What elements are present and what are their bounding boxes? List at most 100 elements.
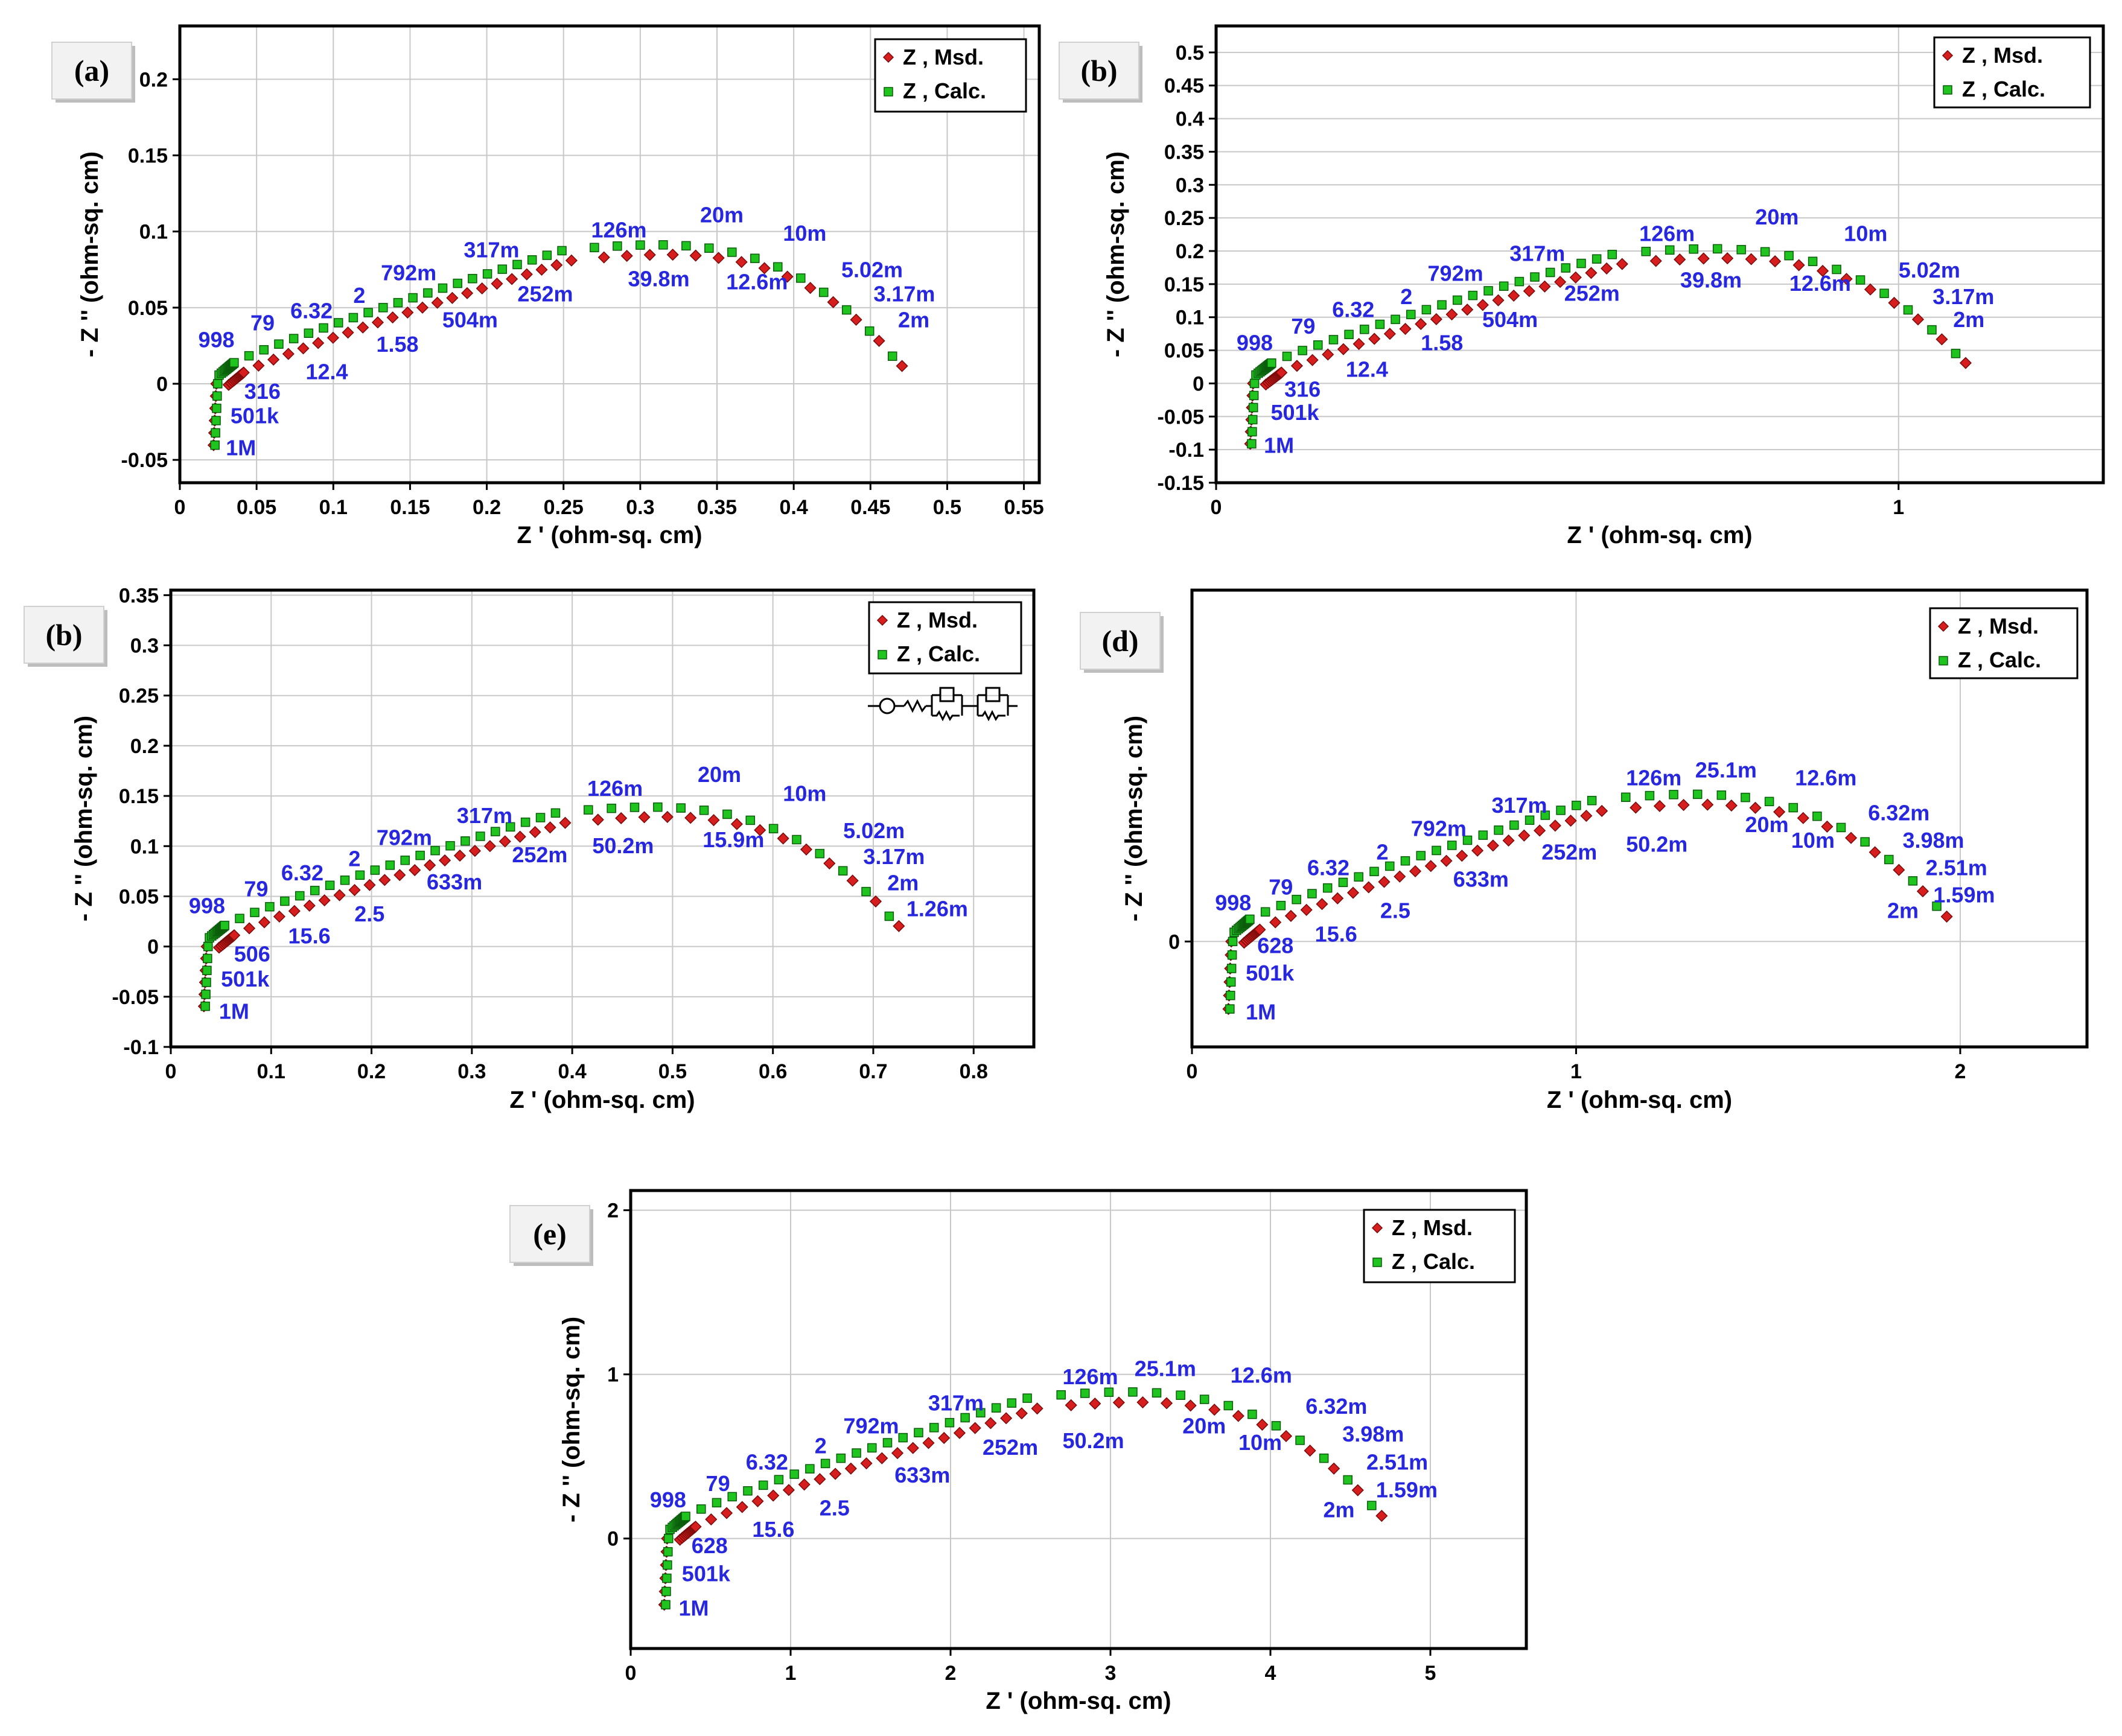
panel-badge [1059, 42, 1139, 100]
plot-frame [1190, 588, 2089, 1049]
measured-point [1375, 1510, 1388, 1522]
measured-point [342, 326, 354, 339]
calculated-point [250, 908, 260, 917]
chart-panel-1: 0 0.05 0.1 0.15 0.2 0.25 0.3 0.35 0.4 0.45 0.5 0.55… [51, 24, 1044, 548]
legend-box [1933, 36, 2091, 109]
calculated-point [1645, 790, 1655, 801]
calculated-point [1226, 977, 1236, 987]
calculated-point [1689, 244, 1698, 254]
frequency-label: 792m [381, 260, 436, 285]
calculated-point [1951, 349, 1961, 358]
calculated-point [852, 1448, 861, 1458]
measured-point [514, 830, 526, 843]
calculated-point [1576, 258, 1586, 269]
measured-point [860, 1457, 873, 1470]
calculated-point [520, 817, 530, 827]
frequency-label: 5.02m [843, 818, 905, 843]
y-tick-label: 0 [156, 373, 168, 396]
x-tick-label: 0.55 [1004, 496, 1043, 519]
calculated-point [768, 824, 779, 833]
measured-point [1549, 819, 1561, 832]
frequency-label: 20m [698, 762, 741, 787]
measured-point [468, 845, 481, 857]
calculated-point [363, 308, 373, 317]
calculated-point [423, 288, 433, 298]
calculated-point [960, 1413, 970, 1423]
calculated-point [1712, 244, 1722, 254]
measured-point [1362, 881, 1375, 894]
frequency-label: 998 [650, 1487, 686, 1512]
frequency-label: 25.1m [1695, 758, 1757, 783]
calculated-point [1741, 792, 1750, 803]
y-tick-label: -0.1 [123, 1036, 159, 1059]
calculated-point [1199, 1394, 1209, 1404]
calculated-point [1447, 841, 1457, 850]
calculated-point [393, 297, 403, 308]
frequency-label: 252m [1564, 281, 1620, 305]
measured-point [844, 1462, 857, 1475]
calculated-point [438, 283, 448, 293]
measured-point [1331, 892, 1344, 905]
frequency-label: 317m [1491, 793, 1547, 818]
measured-point [893, 920, 905, 932]
calculated-point [550, 808, 561, 818]
y-tick-label: 0.1 [139, 221, 168, 244]
measured-point [953, 1426, 966, 1439]
calculated-point [681, 241, 691, 251]
measured-point [424, 859, 436, 872]
x-tick-label: 0.5 [933, 496, 961, 519]
measured-point [1409, 865, 1422, 877]
chart-panel-5: 0 1 2 3 4 5 0 1 2 Z ' (ohm-sq. cm) - Z '' (ohm-sq.… [509, 1189, 1528, 1714]
calculated-point [1298, 346, 1307, 355]
y-tick-label: 0.05 [119, 885, 159, 908]
calculated-point [378, 303, 388, 313]
calculated-point [1247, 427, 1257, 437]
y-tick-label: 0 [147, 936, 159, 959]
measured-point [1596, 804, 1608, 818]
calculated-point [505, 822, 515, 832]
frequency-label: 792m [377, 825, 432, 850]
measured-point [1580, 809, 1593, 822]
calculated-point [1080, 1388, 1090, 1398]
calculated-point [1343, 1475, 1353, 1485]
measured-point [1601, 262, 1613, 275]
x-tick-label: 0 [174, 496, 186, 519]
measured-point [1564, 815, 1577, 827]
measured-point [984, 1417, 997, 1429]
calculated-point [584, 805, 593, 815]
frequency-label: 317m [928, 1391, 984, 1416]
calculated-point [914, 1428, 923, 1437]
measured-point [416, 301, 429, 314]
measured-point [707, 814, 720, 827]
x-tick-label: 0.3 [457, 1060, 486, 1083]
measured-point [1015, 1407, 1028, 1420]
calculated-point [590, 243, 599, 253]
calculated-point [370, 865, 380, 875]
legend-calculated-label: Z , Calc. [1962, 77, 2045, 101]
calculated-point [663, 1560, 672, 1570]
frequency-label: 501k [221, 967, 270, 991]
calculated-point [1760, 247, 1770, 257]
calculated-point [1282, 351, 1292, 361]
frequency-label: 998 [199, 327, 235, 352]
y-axis-label: - Z '' (ohm-sq. cm) [1121, 716, 1147, 921]
frequency-label: 501k [1270, 400, 1319, 425]
measured-point [237, 366, 250, 379]
measured-point [1424, 860, 1437, 873]
calculated-point [898, 1432, 908, 1443]
x-tick-label: 1 [1570, 1060, 1582, 1083]
measured-point [378, 874, 391, 886]
calculated-point [1832, 264, 1841, 275]
calculated-point [235, 914, 244, 923]
y-tick-label: 0.5 [1176, 42, 1204, 65]
measured-point [491, 278, 503, 290]
frequency-label: 1.58 [1421, 331, 1463, 355]
measured-point [1518, 829, 1531, 842]
calculated-point [1621, 792, 1631, 802]
legend-measured-marker [1937, 620, 1949, 632]
frequency-label: 126m [587, 776, 643, 801]
frequency-label: 6.32m [1868, 801, 1929, 825]
calculated-point [557, 246, 567, 256]
calculated-point [1056, 1390, 1066, 1400]
